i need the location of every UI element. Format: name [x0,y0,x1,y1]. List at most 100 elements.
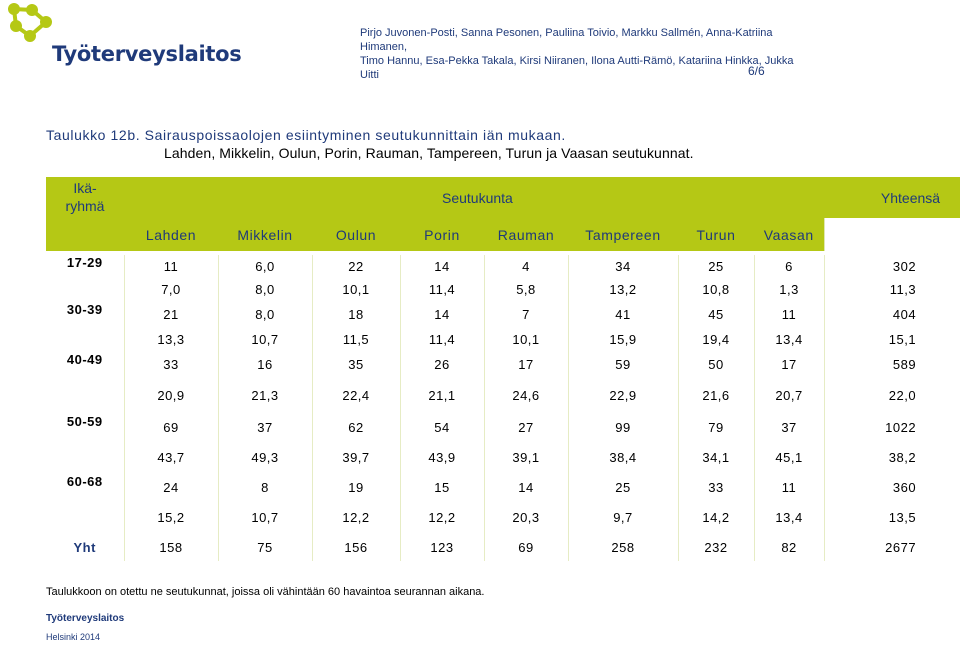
percent-cell: 22,4 [311,377,400,414]
percent-cell: 12,2 [311,501,400,534]
authors-line-2: Timo Hannu, Esa-Pekka Takala, Kirsi Niir… [360,55,794,81]
count-cell: 16 [217,352,312,377]
footer-org: Työterveyslaitos [46,613,125,624]
count-cell: 99 [567,414,678,441]
logo-mark-icon [8,3,52,42]
table-title: Taulukko 12b. Sairauspoissaolojen esiint… [46,126,694,162]
percent-cell: 11,4 [399,277,484,302]
count-cell: 14 [483,474,568,501]
percent-cell: 15,1 [823,327,960,352]
total-header: Yhteensä [824,177,960,218]
age-group-label: 17-29 [66,255,103,270]
percent-cell: 24,6 [483,377,568,414]
column-header: Tampereen [568,218,678,251]
percent-cell: 9,7 [567,501,678,534]
total-cell: 258 [567,534,678,561]
count-cell: 6,0 [217,255,312,277]
total-row: Yht 158 75 156 123 69 258 232 82 2677 [46,534,960,561]
count-cell: 404 [823,302,960,327]
total-cell: 2677 [823,534,960,561]
percent-cell: 45,1 [753,441,825,474]
count-cell: 26 [399,352,484,377]
total-cell: 156 [311,534,400,561]
percent-cell: 10,8 [677,277,754,302]
table-row: 30-39 21 8,0 18 14 7 41 45 11 404 [46,302,960,327]
count-cell: 45 [677,302,754,327]
header-row: Ikä- ryhmä Seutukunta Yhteensä [46,177,960,251]
count-cell: 22 [311,255,400,277]
percent-cell: 13,4 [753,501,825,534]
count-cell: 8 [217,474,312,501]
logo-wordmark: Työterveyslaitos [52,42,242,66]
count-cell: 360 [823,474,960,501]
count-cell: 37 [753,414,825,441]
percent-cell: 5,8 [483,277,568,302]
count-cell: 17 [483,352,568,377]
count-cell: 34 [567,255,678,277]
count-cell: 6 [753,255,825,277]
percent-cell: 15,2 [123,501,218,534]
count-cell: 27 [483,414,568,441]
data-table: Ikä- ryhmä Seutukunta Yhteensä Lahden Mikkel… [46,177,960,561]
age-group-label: 60-68 [66,474,103,489]
percent-cell: 20,7 [753,377,825,414]
count-cell: 33 [677,474,754,501]
column-header: Turun [678,218,754,251]
percent-cell: 43,9 [399,441,484,474]
count-cell: 11 [123,255,218,277]
percent-cell: 39,7 [311,441,400,474]
column-header: Lahden [124,218,218,251]
table-row: 50-59 69 37 62 54 27 99 79 37 1022 [46,414,960,441]
percent-cell: 19,4 [677,327,754,352]
total-cell: 82 [753,534,825,561]
table-row: 7,0 8,0 10,1 11,4 5,8 13,2 10,8 1,3 11,3 [46,277,960,302]
count-cell: 302 [823,255,960,277]
count-cell: 41 [567,302,678,327]
percent-cell: 13,4 [753,327,825,352]
title-line-2: Lahden, Mikkelin, Oulun, Porin, Rauman, … [164,145,694,161]
percent-cell: 39,1 [483,441,568,474]
percent-cell: 13,5 [823,501,960,534]
age-group-label: 50-59 [66,414,103,429]
total-cell: 232 [677,534,754,561]
column-header: Porin [400,218,484,251]
region-header: Seutukunta [124,177,825,218]
percent-cell: 11,4 [399,327,484,352]
column-header: Rauman [484,218,568,251]
count-cell: 1022 [823,414,960,441]
authors: Pirjo Juvonen-Posti, Sanna Pesonen, Paul… [360,26,800,82]
percent-cell: 38,2 [823,441,960,474]
age-group-header: Ikä- ryhmä [46,177,124,251]
percent-cell: 10,1 [483,327,568,352]
percent-cell: 21,6 [677,377,754,414]
column-header: Oulun [312,218,400,251]
count-cell: 589 [823,352,960,377]
count-cell: 25 [677,255,754,277]
table-row: 40-49 33 16 35 26 17 59 50 17 589 [46,352,960,377]
column-header-blank [823,218,960,251]
percent-cell: 21,1 [399,377,484,414]
percent-cell: 1,3 [753,277,825,302]
percent-cell: 22,0 [823,377,960,414]
count-cell: 19 [311,474,400,501]
percent-cell: 8,0 [217,277,312,302]
total-cell: 123 [399,534,484,561]
percent-cell: 49,3 [217,441,312,474]
count-cell: 11 [753,474,825,501]
percent-cell: 21,3 [217,377,312,414]
percent-cell: 13,2 [567,277,678,302]
count-cell: 8,0 [217,302,312,327]
age-group-label: 30-39 [66,302,103,317]
percent-cell: 22,9 [567,377,678,414]
column-header-row: Lahden Mikkelin Oulun Porin Rauman Tampereen T… [46,218,960,251]
total-cell: 158 [123,534,218,561]
percent-cell: 38,4 [567,441,678,474]
percent-cell: 14,2 [677,501,754,534]
count-cell: 7 [483,302,568,327]
count-cell: 24 [123,474,218,501]
logo: Työterveyslaitos [6,2,242,68]
title-line-1: Taulukko 12b. Sairauspoissaolojen esiint… [46,127,566,143]
table-row: 43,7 49,3 39,7 43,9 39,1 38,4 34,1 45,1 38,2 [46,441,960,474]
percent-cell: 20,9 [123,377,218,414]
count-cell: 17 [753,352,825,377]
